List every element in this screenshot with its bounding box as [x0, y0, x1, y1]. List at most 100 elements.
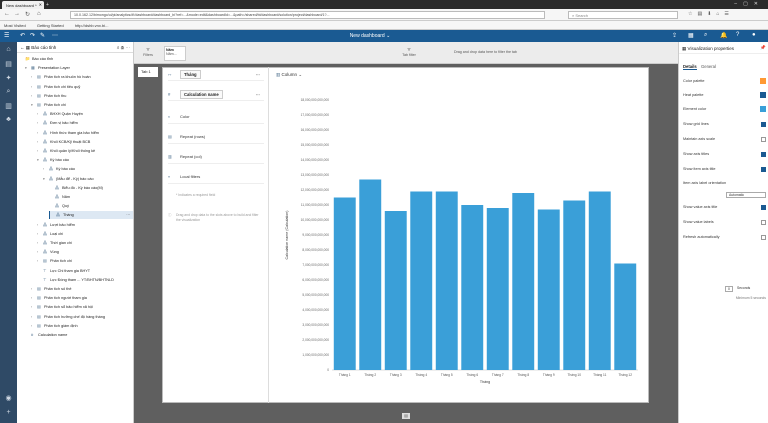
more-icon[interactable]: ⋯ — [255, 92, 260, 97]
tree-item[interactable]: ▾ ⁂ Kỳ báo cáo — [37, 156, 133, 164]
tree-item[interactable]: › ⁂ Lượt bảo hiểm — [37, 221, 133, 229]
browser-search-input[interactable]: ⌕ Search — [568, 11, 678, 19]
repeat-cols-slot[interactable]: ▥ Repeat (col) — [168, 150, 264, 164]
pin-icon[interactable]: 📌 — [760, 45, 766, 50]
tree-toggle-icon[interactable]: › — [37, 231, 39, 236]
tree-item[interactable]: › ▤ Phân tích ra khuôn hồ hoàn — [31, 73, 133, 81]
tree-item[interactable]: › ⁂ BHXH Quận Huyện — [37, 110, 133, 118]
browser-tab[interactable]: New dashboard * ✕ — [2, 1, 44, 9]
tree-item[interactable]: ▾ ▤ Phân tích chi — [31, 101, 133, 109]
tree-item[interactable]: › ▤ Phân tích số thẻ — [31, 285, 133, 293]
checkbox[interactable] — [761, 167, 766, 172]
tab-filter-zone[interactable]: ▿ Tab filter — [398, 46, 420, 61]
tree-item[interactable]: › ⁂ Khối KCB/Kỹ thuật BCB — [37, 138, 133, 146]
tree-toggle-icon[interactable]: › — [31, 287, 33, 291]
tree-item[interactable]: › ⁂ Thời gian chi — [37, 239, 133, 247]
checkbox[interactable] — [761, 220, 766, 225]
tree-toggle-icon[interactable]: › — [37, 121, 39, 126]
orientation-select[interactable]: Automatic — [726, 192, 766, 198]
tree-toggle-icon[interactable]: › — [37, 149, 39, 153]
local-filters-slot[interactable]: ▿ Local filters — [168, 170, 264, 184]
tree-toggle-icon[interactable]: › — [37, 250, 39, 255]
tree-item[interactable]: ⁂ Biểu đồ - Kỳ báo cáo(M) — [49, 184, 133, 192]
url-bar[interactable]: 10.0.162.12/bimongo/ui/pi/analytics/#!/d… — [70, 11, 545, 19]
checkbox[interactable] — [761, 205, 766, 210]
tree-item[interactable]: ⁂ Tháng ⋯ — [49, 211, 133, 220]
tree-item[interactable]: › ⁂ Đơn vị bảo hiểm — [37, 119, 133, 127]
repeat-rows-slot[interactable]: ▤ Repeat (rows) — [168, 130, 264, 144]
chart-type-selector[interactable]: ▥ Column ⌄ — [276, 72, 302, 78]
color-swatch[interactable] — [760, 106, 766, 112]
more-icon[interactable]: ⋯ — [126, 213, 130, 218]
tree-toggle-icon[interactable]: › — [37, 259, 39, 264]
tree-item[interactable]: ⊤ Lực Chi tham gia BHYT — [37, 267, 133, 275]
tree-toggle-icon[interactable]: ▾ — [25, 66, 27, 71]
tree-item[interactable]: › ⁂ Kỳ báo cáo — [43, 165, 133, 173]
tab-filter-drop-zone[interactable]: Drag and drop data here to filter the ta… — [454, 46, 654, 61]
home-icon[interactable]: ⌂ — [37, 11, 41, 17]
tree-item[interactable]: › ▤ Phân tích hưởng chế độ hàng tháng — [31, 313, 133, 321]
user-icon[interactable]: ● — [752, 32, 756, 38]
color-swatch[interactable] — [760, 92, 766, 98]
tree-toggle-icon[interactable]: › — [31, 75, 33, 80]
tree-item[interactable]: › ▤ Phân tích chi — [37, 257, 133, 265]
reload-icon[interactable]: ↻ — [25, 12, 31, 18]
search-icon[interactable]: ⌕ — [704, 32, 708, 38]
x-axis-slot[interactable]: ⇿ Tháng ⋯ — [168, 69, 264, 81]
tree-item[interactable]: ⊤ Lực Đóng tham ... YT/BHTN/BHTNLD — [37, 276, 133, 284]
checkbox[interactable] — [761, 137, 766, 142]
tree-toggle-icon[interactable]: › — [31, 314, 33, 319]
y-axis-slot[interactable]: # Calculation name ⋯ — [168, 89, 264, 101]
tree-toggle-icon[interactable]: › — [37, 222, 39, 227]
home-icon[interactable]: ⌂ — [6, 46, 11, 53]
tree-toggle-icon[interactable]: ▾ — [37, 158, 39, 163]
tree-toggle-icon[interactable]: ▾ — [43, 176, 45, 181]
tree-item[interactable]: › ▤ Phân tích chi tiêu quỹ — [31, 83, 133, 91]
checkbox[interactable] — [761, 122, 766, 127]
redo-icon[interactable]: ↷ — [30, 33, 36, 39]
bookmark-most-visited[interactable]: Most Visited — [4, 23, 26, 28]
menu-icon[interactable]: ☰ — [4, 33, 10, 39]
tree-item[interactable]: › ⁂ Khối quản lý/Khối thống kê — [37, 147, 133, 155]
checkbox[interactable] — [761, 152, 766, 157]
tree-toggle-icon[interactable]: › — [37, 241, 39, 245]
tree-toggle-icon[interactable]: ▾ — [31, 103, 33, 107]
close-tab-icon[interactable]: ✕ — [38, 2, 42, 7]
color-swatch[interactable] — [760, 78, 766, 84]
tree-item[interactable]: ▾ ⁂ (Mẫu để - Kỳ) báo cáo — [43, 175, 133, 183]
search-icon[interactable]: ⌕ — [6, 88, 11, 95]
tree-item[interactable]: › ▤ Phân tích giám định — [31, 322, 133, 330]
help-icon[interactable]: ? — [736, 32, 740, 38]
data-source-icon[interactable]: ▤ — [5, 61, 12, 68]
tree-toggle-icon[interactable]: › — [31, 323, 33, 328]
more-icon[interactable]: ⋯ — [255, 72, 260, 77]
notification-icon[interactable]: 🔔 — [720, 33, 728, 39]
forward-icon[interactable]: → — [14, 11, 20, 17]
tree-item[interactable]: ⁂ Năm — [49, 193, 133, 201]
tree-toggle-icon[interactable]: › — [37, 130, 39, 135]
tab-1[interactable]: Tab 1 — [138, 67, 158, 77]
new-tab-icon[interactable]: + — [46, 2, 49, 8]
x-axis-field[interactable]: Tháng — [180, 70, 201, 79]
tab-general[interactable]: General — [701, 64, 716, 69]
refresh-interval-input[interactable]: 0 — [725, 286, 733, 292]
tree-toggle-icon[interactable]: › — [37, 112, 39, 117]
tree-item[interactable]: › ⁂ Hình thức tham gia bảo hiểm — [37, 129, 133, 137]
data-icon[interactable]: ▦ — [688, 33, 694, 39]
window-controls[interactable]: –▢✕ — [734, 1, 764, 7]
tree-toggle-icon[interactable]: › — [31, 93, 33, 98]
tree-toggle-icon[interactable]: › — [31, 84, 33, 89]
pin-icon[interactable]: ✦ — [5, 75, 12, 82]
undo-icon[interactable]: ↶ — [20, 33, 26, 39]
tree-toggle-icon[interactable]: › — [43, 167, 45, 172]
tab-details[interactable]: Details — [683, 64, 697, 70]
share-icon[interactable]: ⇪ — [672, 33, 678, 39]
assets-icon[interactable]: ♣ — [6, 116, 11, 123]
back-icon[interactable]: ← — [20, 45, 25, 50]
checkbox[interactable] — [761, 235, 766, 240]
more-icon[interactable]: ⋯ — [52, 33, 58, 39]
tree-item[interactable]: › ▤ Phân tích thu — [31, 92, 133, 100]
tree-item[interactable]: › ▤ Phân tích người tham gia — [31, 294, 133, 302]
bookmark-getting-started[interactable]: Getting Started — [36, 23, 64, 28]
tree-toggle-icon[interactable]: › — [31, 296, 33, 301]
